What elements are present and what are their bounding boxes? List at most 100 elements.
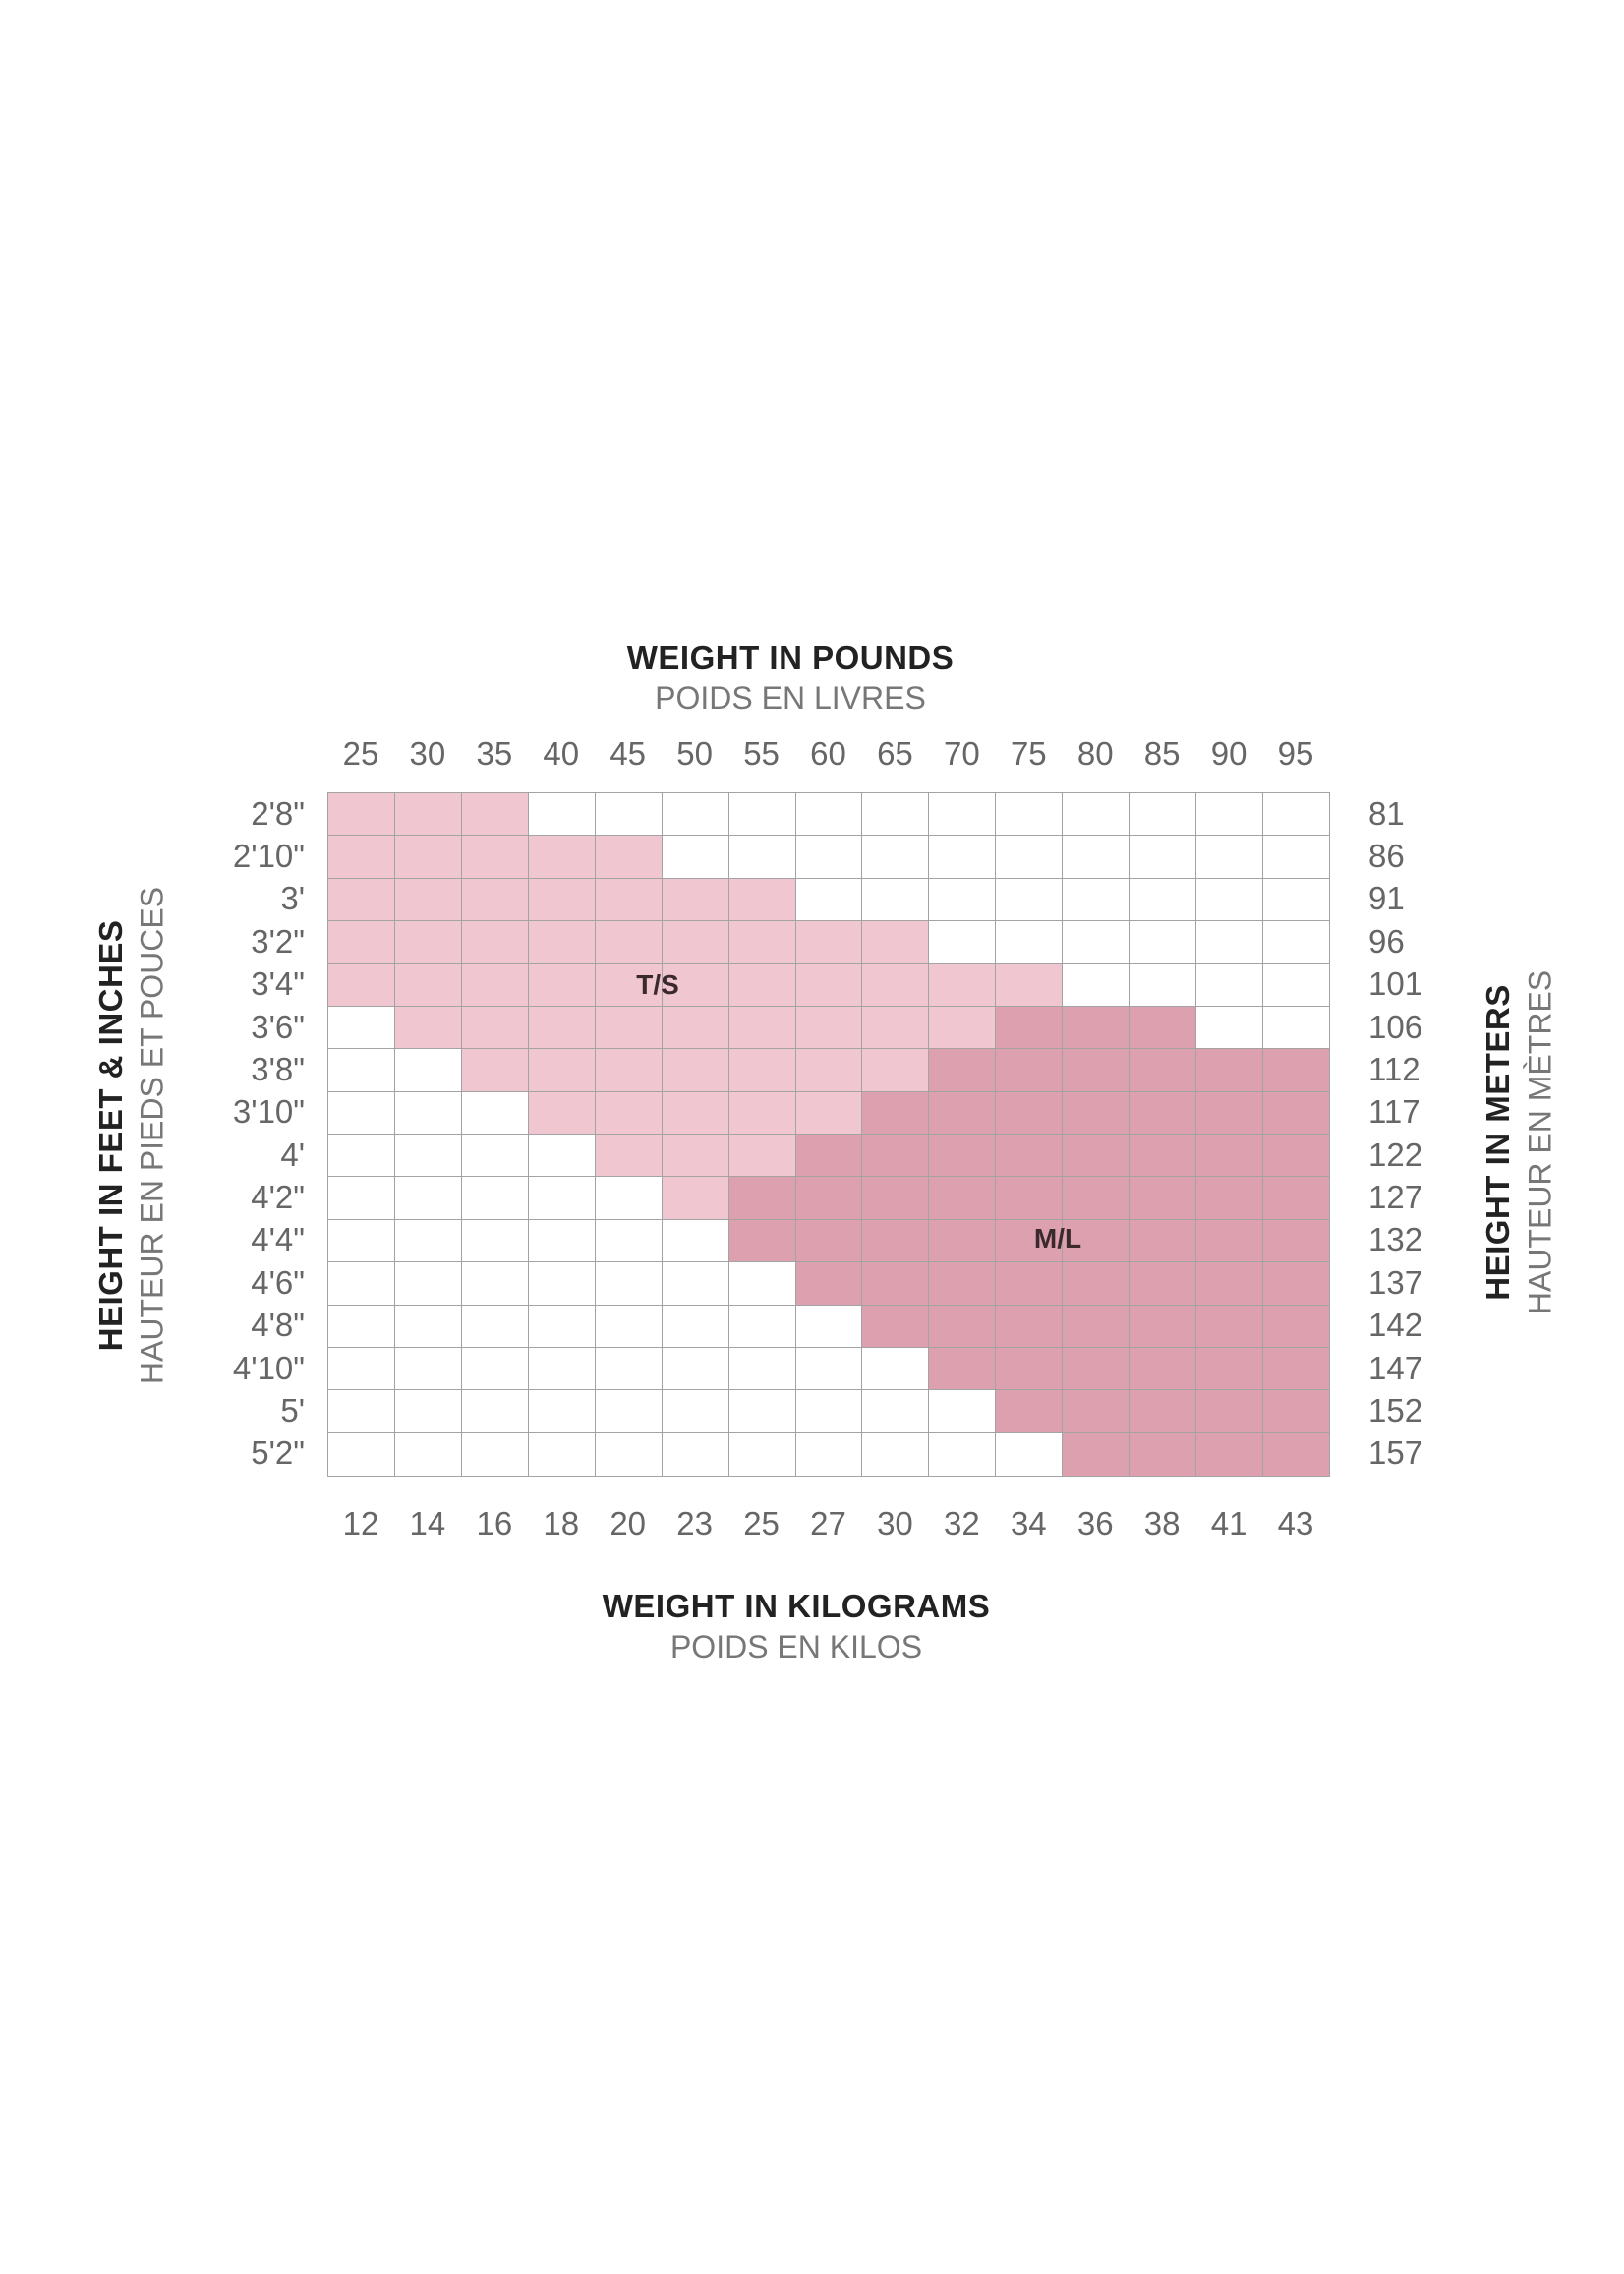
left-axis-subtitle: HAUTEUR EN PIEDS ET POUCES (134, 886, 170, 1385)
cell-empty (1129, 920, 1197, 964)
cell-empty (1129, 835, 1197, 880)
cell-ts (460, 920, 530, 964)
cell-ml (794, 1218, 863, 1263)
cell-ml (861, 1261, 930, 1306)
right-tick-label: 147 (1368, 1349, 1423, 1386)
right-tick-label: 142 (1368, 1307, 1423, 1344)
bottom-tick-label: 20 (609, 1505, 647, 1542)
cell-empty (393, 1090, 463, 1136)
top-tick-label: 60 (810, 735, 846, 772)
cell-empty (995, 877, 1064, 922)
right-tick-label: 122 (1368, 1136, 1423, 1173)
cell-empty (393, 1134, 463, 1178)
cell-ts (393, 835, 463, 880)
left-tick-label: 4' (280, 1136, 305, 1173)
right-tick-label: 157 (1368, 1434, 1423, 1472)
cell-empty (861, 1389, 930, 1434)
cell-empty (861, 1431, 930, 1477)
ts-zone-label: T/S (636, 969, 679, 1000)
cell-ts (861, 962, 930, 1008)
cell-ts (594, 920, 664, 964)
cell-empty (661, 835, 730, 880)
cell-empty (527, 1134, 597, 1178)
cell-ts (995, 962, 1064, 1008)
cell-empty (327, 1134, 396, 1178)
cell-ts (327, 920, 396, 964)
left-tick-label: 4'8" (251, 1307, 305, 1344)
cell-ml (861, 1090, 930, 1136)
cell-ml (861, 1218, 930, 1263)
cell-ml (928, 1218, 997, 1263)
cell-empty (327, 1176, 396, 1221)
cell-ts (460, 877, 530, 922)
right-tick-label: 106 (1368, 1008, 1423, 1045)
top-tick-label: 40 (543, 735, 580, 772)
left-tick-label: 4'2" (251, 1179, 305, 1216)
left-tick-label: 3'6" (251, 1008, 305, 1045)
cell-empty (1262, 1005, 1331, 1050)
bottom-axis-title: WEIGHT IN KILOGRAMS (602, 1588, 991, 1624)
cell-ml (1195, 1176, 1264, 1221)
cell-empty (460, 1176, 530, 1221)
cell-ts (794, 1005, 863, 1050)
cell-empty (861, 792, 930, 837)
cell-ml (1129, 1090, 1197, 1136)
cell-ml (1129, 1176, 1197, 1221)
cell-ml (1262, 1431, 1331, 1477)
cell-empty (861, 877, 930, 922)
cell-ml (1262, 1048, 1331, 1093)
top-tick-label: 25 (342, 735, 379, 772)
cell-empty (928, 1389, 997, 1434)
cell-empty (327, 1346, 396, 1391)
top-tick-label: 90 (1210, 735, 1247, 772)
cell-ml (1062, 1346, 1131, 1391)
cell-empty (928, 920, 997, 964)
cell-empty (861, 1346, 930, 1391)
cell-ts (460, 962, 530, 1008)
cell-empty (327, 1389, 396, 1434)
left-tick-label: 2'8" (251, 794, 305, 832)
cell-ml (1262, 1176, 1331, 1221)
cell-ml (1062, 1005, 1131, 1050)
left-tick-label: 5' (280, 1391, 305, 1429)
cell-empty (527, 1389, 597, 1434)
cell-ml (1129, 1304, 1197, 1349)
cell-empty (460, 1134, 530, 1178)
top-tick-label: 35 (476, 735, 513, 772)
cell-ml (1195, 1218, 1264, 1263)
cell-ml (928, 1048, 997, 1093)
top-tick-label: 85 (1143, 735, 1181, 772)
cell-empty (594, 1304, 664, 1349)
cell-empty (995, 1431, 1064, 1477)
cell-empty (1129, 792, 1197, 837)
cell-empty (527, 1261, 597, 1306)
cell-ts (594, 835, 664, 880)
cell-empty (661, 1431, 730, 1477)
cell-empty (1195, 877, 1264, 922)
cell-empty (327, 1090, 396, 1136)
cell-ts (393, 1005, 463, 1050)
cell-empty (794, 877, 863, 922)
cell-ml (1195, 1090, 1264, 1136)
cell-empty (393, 1261, 463, 1306)
cell-ts (661, 1090, 730, 1136)
bottom-tick-label: 12 (342, 1505, 379, 1542)
top-tick-label: 80 (1076, 735, 1114, 772)
cell-ts (594, 1005, 664, 1050)
cell-empty (727, 1304, 797, 1349)
cell-ts (727, 1048, 797, 1093)
cell-empty (1262, 792, 1331, 837)
cell-empty (460, 1090, 530, 1136)
cell-ts (794, 1090, 863, 1136)
top-axis-title: WEIGHT IN POUNDS (626, 639, 955, 675)
cell-ts (460, 1048, 530, 1093)
right-tick-label: 137 (1368, 1263, 1423, 1301)
cell-empty (995, 792, 1064, 837)
cell-empty (393, 1389, 463, 1434)
cell-empty (327, 1261, 396, 1306)
cell-ts (393, 920, 463, 964)
cell-ml (861, 1304, 930, 1349)
cell-empty (1262, 962, 1331, 1008)
cell-empty (1062, 920, 1131, 964)
top-tick-label: 30 (409, 735, 446, 772)
